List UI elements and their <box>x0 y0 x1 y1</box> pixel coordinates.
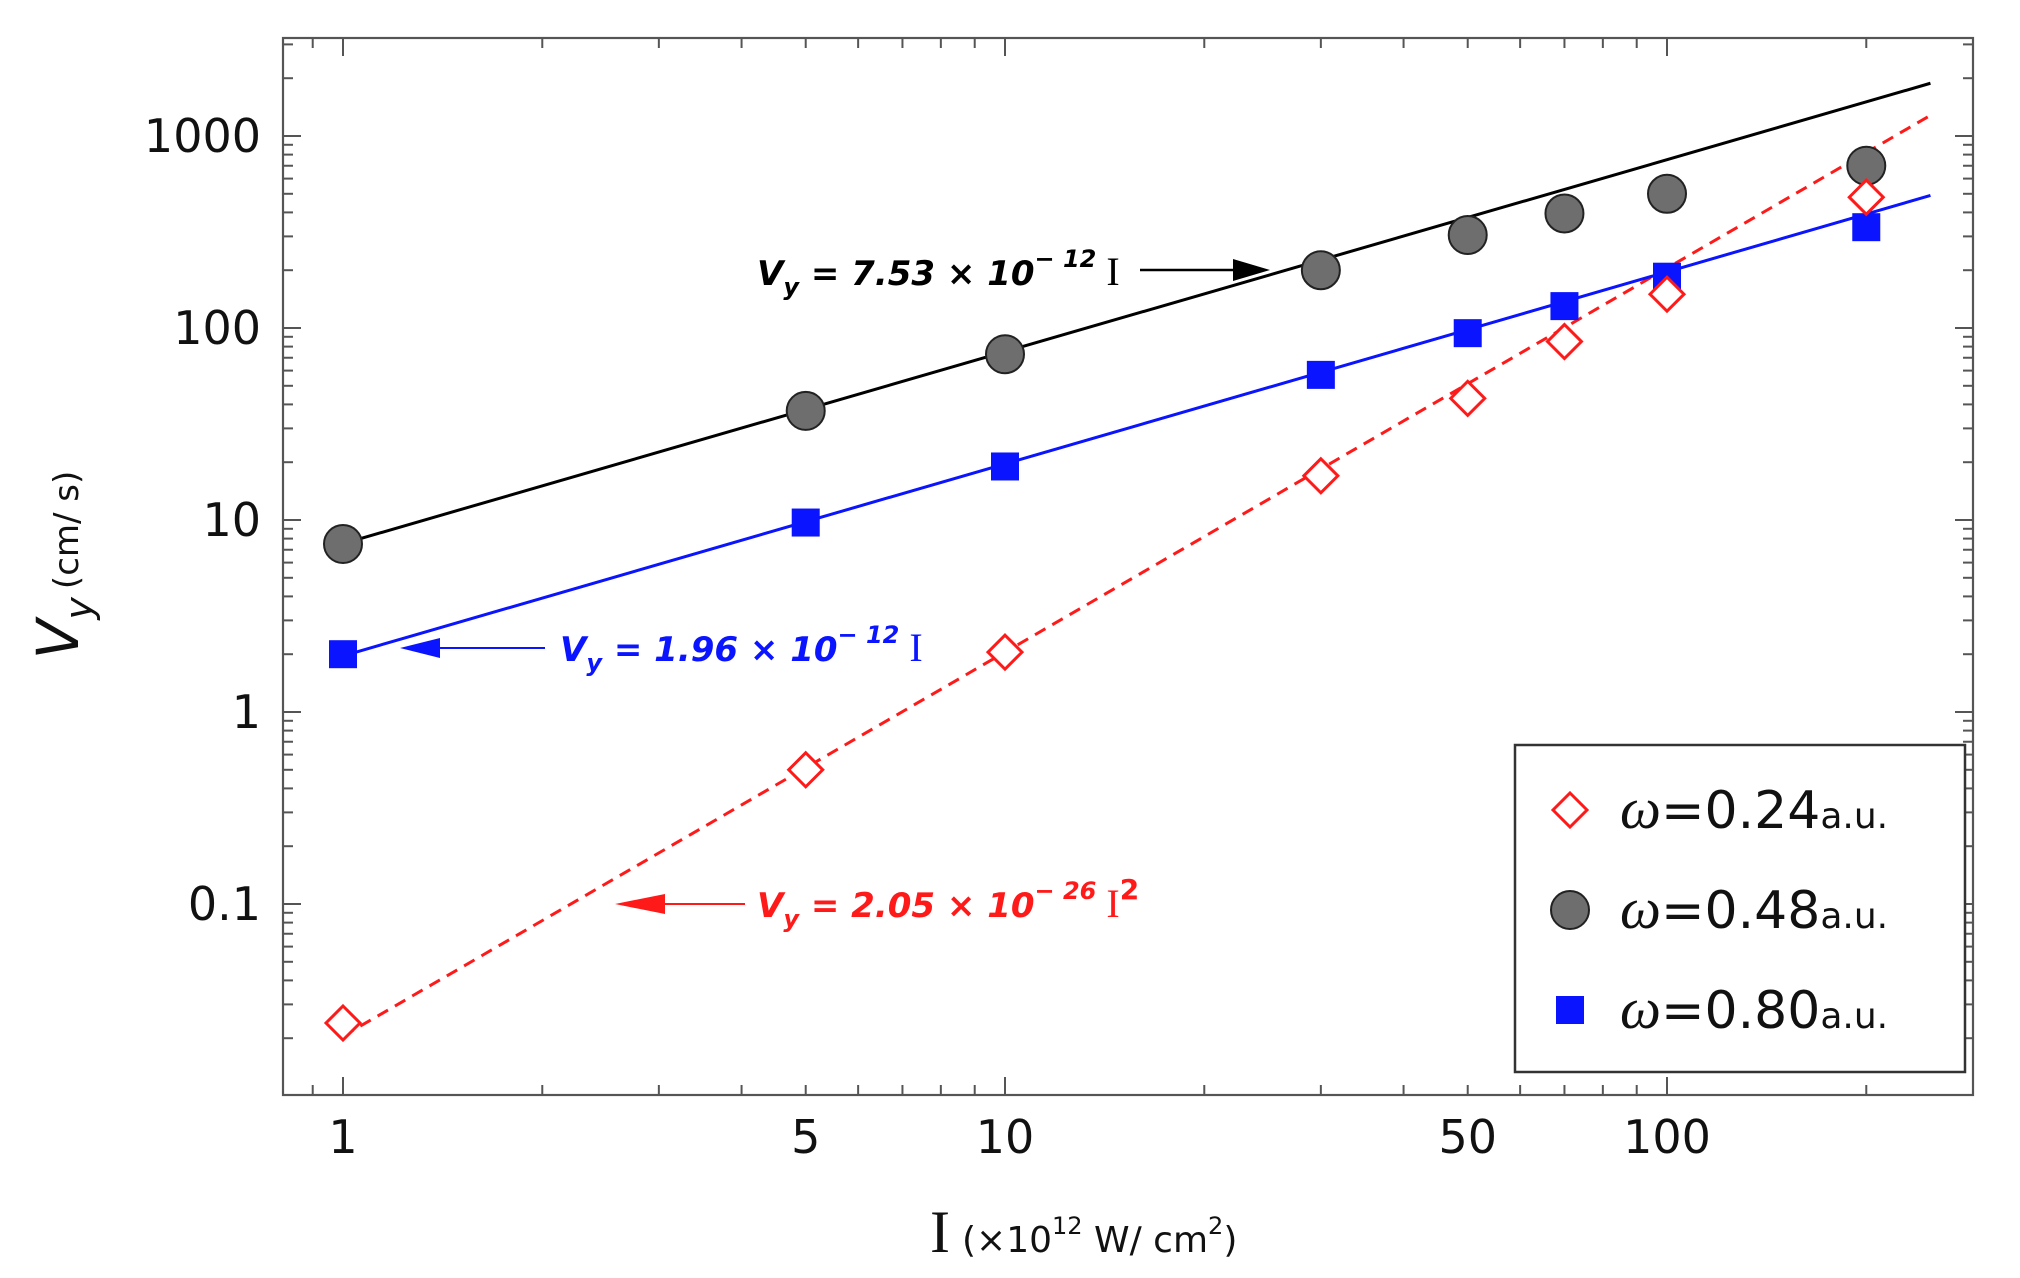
point-series-1-6 <box>1647 173 1687 214</box>
y-tick-label: 100 <box>173 301 261 355</box>
legend-label-0: ω=0.24a.u. <box>1620 776 1888 841</box>
legend-marker-1 <box>1550 890 1590 930</box>
point-series-1-2 <box>985 334 1025 375</box>
point-series-0-2 <box>985 633 1025 672</box>
arrowhead-red <box>615 894 665 914</box>
x-axis-label: I (×1012 W/ cm2) <box>930 1199 1237 1265</box>
y-tick-label: 1 <box>232 685 261 739</box>
point-series-1-3 <box>1300 250 1341 291</box>
y-tick-label: 0.1 <box>188 877 261 931</box>
point-series-1-4 <box>1447 215 1488 256</box>
point-series-1-0 <box>323 523 363 564</box>
fit-line-2 <box>342 194 1931 658</box>
point-series-0-5 <box>1545 322 1584 361</box>
legend-box <box>1513 743 1967 1074</box>
fit-line-1 <box>342 81 1931 546</box>
point-series-1-1 <box>785 390 826 431</box>
annotation-blue: Vy = 1.96 × 10− 12 I <box>560 621 923 677</box>
point-series-0-7 <box>1847 178 1886 217</box>
point-series-2-2 <box>991 452 1019 481</box>
legend-label-2: ω=0.80a.u. <box>1620 976 1888 1041</box>
point-series-0-6 <box>1647 275 1687 314</box>
point-series-0-4 <box>1448 379 1487 418</box>
x-tick-labels: 1 5 10 50 100 <box>328 1110 1711 1164</box>
arrowhead-black <box>1233 259 1270 281</box>
svg-text:Vy(cm/ s): Vy(cm/ s) <box>24 471 101 660</box>
data-points <box>323 145 1887 1043</box>
point-series-2-5 <box>1550 292 1579 321</box>
point-series-0-1 <box>786 750 825 789</box>
arrowhead-blue <box>400 638 440 658</box>
y-tick-label: 10 <box>202 493 261 547</box>
minor-ticks <box>283 38 1973 1095</box>
point-series-0-3 <box>1301 456 1340 495</box>
point-series-2-3 <box>1306 360 1335 389</box>
legend-label-1: ω=0.48a.u. <box>1620 876 1888 941</box>
point-series-2-0 <box>329 640 357 669</box>
x-tick-label: 1 <box>328 1110 357 1164</box>
point-series-2-1 <box>791 508 820 537</box>
point-series-2-4 <box>1453 319 1482 348</box>
y-axis-label: Vy(cm/ s) <box>24 471 101 660</box>
y-tick-labels: 0.1 1 10 100 1000 <box>144 109 261 931</box>
legend-marker-2 <box>1556 996 1584 1024</box>
point-series-0-0 <box>323 1003 363 1043</box>
legend: ω=0.24a.u. ω=0.48a.u. ω=0.80a.u. <box>1513 743 1967 1074</box>
x-tick-label: 100 <box>1623 1110 1711 1164</box>
x-tick-label: 5 <box>791 1110 820 1164</box>
x-tick-label: 50 <box>1438 1110 1497 1164</box>
annotation-red: Vy = 2.05 × 10− 26 I2 <box>757 873 1139 933</box>
x-tick-label: 10 <box>976 1110 1035 1164</box>
annotation-black: Vy = 7.53 × 10− 12 I <box>757 245 1120 301</box>
y-tick-label: 1000 <box>144 109 261 163</box>
legend-marker-0 <box>1550 790 1590 830</box>
point-series-1-5 <box>1544 193 1585 234</box>
annotation-arrows <box>400 259 1270 914</box>
plot-frame <box>281 36 1975 1097</box>
point-series-2-7 <box>1852 213 1881 242</box>
